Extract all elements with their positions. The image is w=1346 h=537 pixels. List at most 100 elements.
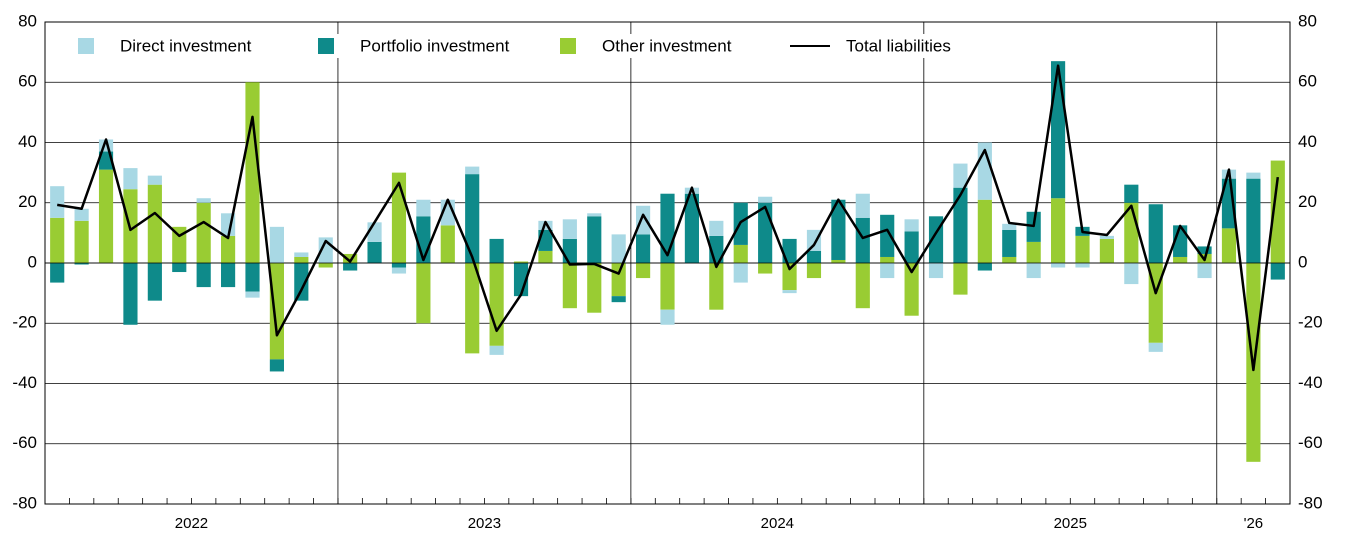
bar-segment: [1051, 198, 1066, 263]
bar-segment: [660, 263, 675, 310]
bar-segment: [50, 263, 65, 283]
total-line: [57, 64, 1280, 372]
y2-tick-label: 0: [1298, 252, 1307, 271]
bar-segment: [489, 345, 504, 355]
bar-segment: [294, 263, 309, 301]
x-group-label: '26: [1244, 515, 1264, 532]
bar-segment: [1002, 223, 1017, 230]
bar-segment: [1124, 184, 1139, 203]
y2-tick-label: 80: [1298, 11, 1317, 30]
bar-segment: [904, 263, 919, 316]
bar-segment: [50, 186, 65, 218]
bar-segment: [489, 263, 504, 346]
bar-segment: [416, 199, 431, 217]
bar-segment: [880, 263, 895, 279]
bar-segment: [440, 225, 455, 263]
bar-segment: [465, 174, 480, 263]
bar-segment: [221, 263, 236, 288]
bar-segment: [343, 253, 358, 263]
x-group-label: 2023: [468, 515, 501, 532]
y2-tick-label: 20: [1298, 192, 1317, 211]
bar-segment: [855, 217, 870, 263]
y-tick-label: -20: [12, 313, 37, 332]
bar-segment: [343, 263, 358, 271]
bar-segment: [806, 229, 822, 251]
legend-swatch: [318, 38, 334, 54]
y-tick-label: 60: [18, 72, 37, 91]
bar-segment: [1246, 178, 1261, 263]
bar-segment: [953, 163, 968, 188]
bar-segment: [806, 250, 822, 263]
bar-segment: [245, 263, 260, 292]
bar-segment: [587, 216, 602, 263]
bar-segment: [587, 263, 602, 313]
bar-segment: [1002, 256, 1017, 263]
bar-segment: [294, 252, 309, 257]
y-tick-label: -60: [12, 433, 37, 452]
bar-segment: [123, 168, 138, 190]
bar-segment: [74, 220, 89, 263]
legend-label: Portfolio investment: [360, 36, 510, 55]
bar-segment: [636, 263, 651, 279]
legend-bg: [74, 34, 294, 58]
bar-segment: [1051, 263, 1066, 268]
bar-segment: [196, 198, 211, 203]
bar-segment: [587, 213, 602, 217]
bar-segment: [611, 234, 626, 263]
bar-segment: [172, 226, 187, 263]
bar-segment: [928, 263, 944, 279]
bar-segment: [733, 263, 748, 283]
bar-segment: [465, 263, 480, 354]
bar-segment: [782, 290, 797, 294]
y2-tick-label: 60: [1298, 72, 1317, 91]
bar-segment: [758, 196, 773, 203]
bar-segment: [636, 234, 651, 263]
bar-segment: [196, 263, 211, 288]
x-group-label: 2024: [761, 515, 794, 532]
bar-segment: [1099, 235, 1114, 239]
y-tick-label: 80: [18, 11, 37, 30]
legend-label: Other investment: [602, 36, 732, 55]
y2-tick-label: 40: [1298, 132, 1317, 151]
bar-segment: [1246, 172, 1261, 179]
bar-segment: [953, 263, 968, 295]
bar-segment: [1124, 263, 1139, 285]
bar-segment: [1197, 246, 1212, 254]
y-tick-label: -80: [12, 493, 37, 512]
bar-segment: [1270, 160, 1285, 263]
bar-segment: [465, 166, 480, 175]
bar-segment: [74, 263, 89, 265]
bar-segment: [880, 256, 895, 263]
bar-segment: [660, 309, 675, 325]
bar-segment: [782, 263, 797, 291]
bar-segment: [562, 238, 577, 263]
bar-segment: [391, 263, 407, 268]
bar-segment: [611, 263, 626, 297]
legend-label: Total liabilities: [846, 36, 951, 55]
bar-segment: [880, 214, 895, 257]
bar-segment: [709, 220, 724, 236]
legend-bg: [556, 34, 776, 58]
bar-segment: [513, 261, 529, 263]
bar-segment: [1075, 235, 1090, 263]
bar-segment: [636, 205, 651, 235]
y2-tick-label: -80: [1298, 493, 1323, 512]
bar-segment: [245, 82, 260, 263]
bar-segment: [245, 291, 260, 298]
bar-segment: [1002, 229, 1017, 257]
bar-segment: [831, 259, 846, 263]
bar-segment: [562, 219, 577, 239]
bar-segment: [50, 217, 65, 263]
y-tick-label: 40: [18, 132, 37, 151]
x-group-label: 2022: [175, 515, 208, 532]
bar-segment: [1221, 228, 1237, 263]
bar-segment: [269, 263, 284, 360]
y-tick-label: -40: [12, 373, 37, 392]
x-group-label: 2025: [1054, 515, 1087, 532]
bar-segment: [831, 199, 846, 260]
bar-segment: [855, 263, 870, 309]
bar-segment: [391, 267, 407, 274]
bar-segment: [416, 263, 431, 324]
bar-segment: [1075, 263, 1090, 268]
